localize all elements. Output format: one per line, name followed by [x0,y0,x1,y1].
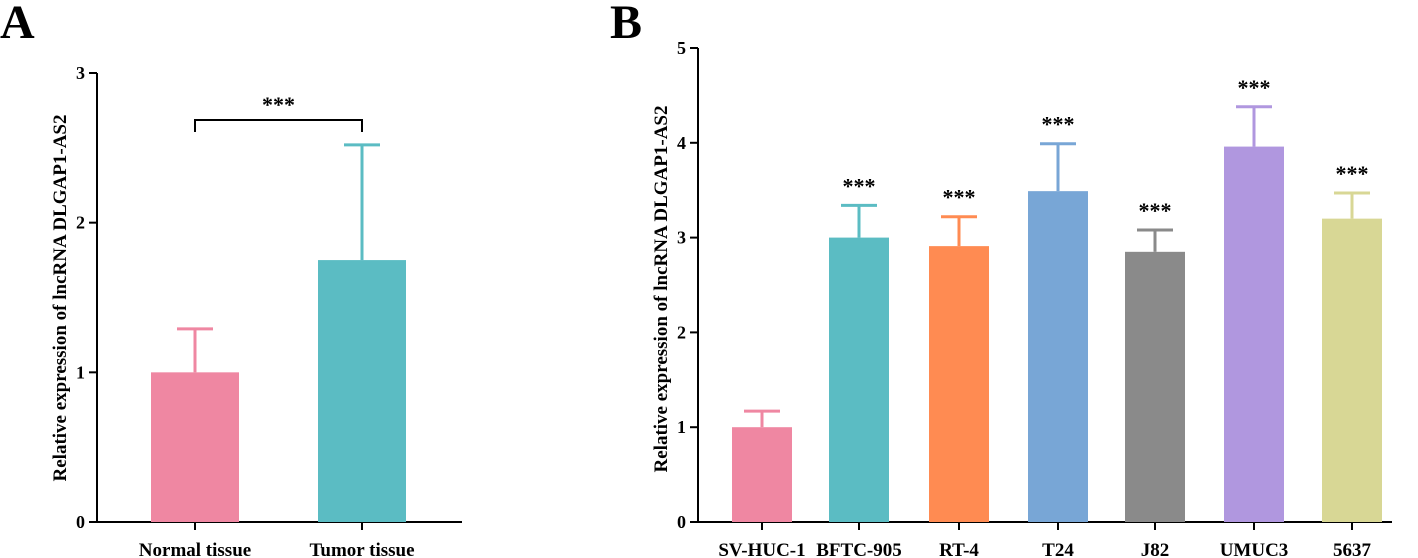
panel-a-bar-tumor-tissue [318,260,406,522]
panel-b-bar-bftc-905 [829,237,889,522]
panel-b-bar-sv-huc-1 [732,427,792,522]
panel-b-y-axis-label: Relative expression of lncRNA DLGAP1-AS2 [651,106,672,473]
panel-b-y-tick-label: 5 [677,38,686,58]
panel-b-bar-umuc3 [1224,146,1284,523]
panel-b-category-label: T24 [1042,540,1074,558]
panel-b-y-tick-label: 4 [677,133,686,153]
panel-b-plot-area: 0 1 2 3 4 5 SV-HUC-1 BFTC-905 *** RT-4 *** T24 *** J8… [677,38,1392,558]
panel-a-letter: A [0,0,35,49]
panel-b-category-label: J82 [1141,540,1170,558]
panel-a-significance-label: *** [262,92,295,117]
panel-b-bar-j82 [1125,251,1185,522]
panel-b-y-tick-label: 1 [677,417,686,437]
panel-b: B Relative expression of lncRNA DLGAP1-A… [610,0,1392,558]
panel-b-category-label: SV-HUC-1 [718,540,805,558]
panel-b-letter: B [610,0,642,49]
panel-a-significance-bracket [194,119,363,132]
panel-b-category-label: BFTC-905 [816,540,902,558]
panel-b-y-tick-label: 3 [677,228,686,248]
panel-a-plot-area: 0 1 2 3 Normal tissue Tumor tissue *** [76,63,462,558]
panel-b-bar-t24 [1028,191,1088,522]
panel-a-bar-normal-tissue [151,372,239,522]
panel-a-category-label: Normal tissue [139,540,251,558]
panel-a-y-tick-label: 3 [76,63,85,83]
panel-b-significance-label: *** [1336,161,1369,186]
panel-b-significance-label: *** [843,173,876,198]
panel-b-y-tick-label: 0 [677,512,686,532]
panel-a: A Relative expression of lncRNA DLGAP1-A… [0,0,462,558]
panel-a-y-axis-label: Relative expression of lncRNA DLGAP1-AS2 [50,115,71,482]
panel-b-category-label: UMUC3 [1220,540,1289,558]
panel-b-category-label: RT-4 [939,540,979,558]
panel-b-significance-label: *** [1238,75,1271,100]
panel-b-significance-label: *** [943,185,976,210]
panel-b-category-label: 5637 [1333,540,1372,558]
panel-b-bar-5637 [1322,218,1382,522]
panel-b-y-tick-label: 2 [677,322,686,342]
panel-a-category-label: Tumor tissue [309,540,414,558]
panel-a-y-tick-label: 0 [76,512,85,532]
panel-a-y-tick-label: 2 [76,213,85,233]
panel-a-y-tick-label: 1 [76,362,85,382]
panel-b-bar-rt-4 [929,246,989,522]
panel-b-significance-label: *** [1042,112,1075,137]
panel-b-significance-label: *** [1139,198,1172,223]
